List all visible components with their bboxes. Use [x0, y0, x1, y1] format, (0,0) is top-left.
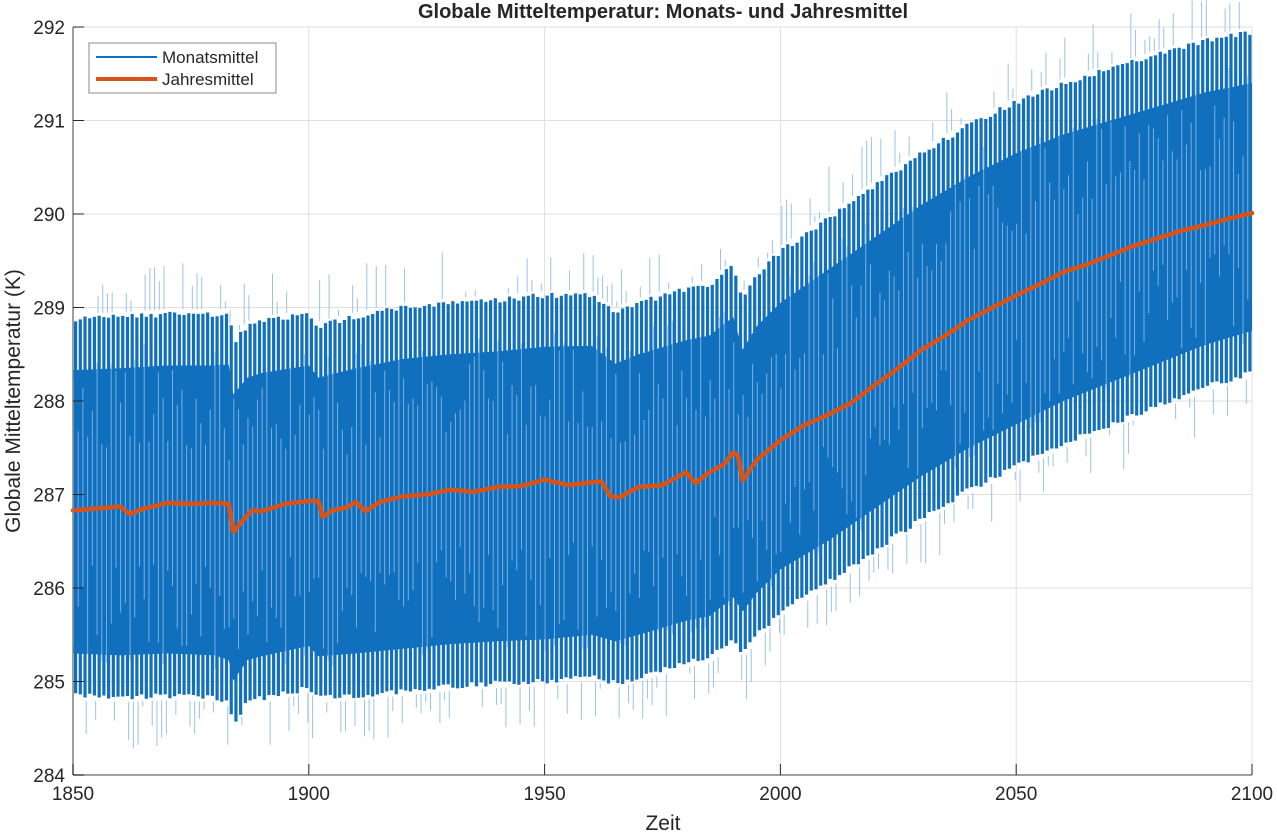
y-tick-label: 285 — [33, 673, 65, 694]
x-tick-label: 2050 — [995, 784, 1037, 805]
x-tick-label: 2100 — [1231, 784, 1273, 805]
y-tick-label: 287 — [33, 486, 65, 507]
y-tick-label: 284 — [33, 766, 65, 787]
x-tick-label: 1950 — [523, 784, 565, 805]
series-jahresmittel-line — [70, 210, 1255, 535]
y-axis-label: Globale Mitteltemperatur (K) — [2, 269, 25, 533]
y-tick-label: 286 — [33, 579, 65, 600]
x-tick-label: 2000 — [759, 784, 801, 805]
x-axis-label: Zeit — [645, 812, 680, 835]
y-tick-label: 289 — [33, 299, 65, 320]
y-ticks: 284 285 286 287 288 289 290 291 292 — [33, 18, 84, 787]
y-tick-label: 290 — [33, 205, 65, 226]
legend-label-jahresmittel: Jahresmittel — [162, 70, 254, 89]
legend[interactable]: Monatsmittel Jahresmittel — [88, 42, 277, 94]
x-ticks: 1850 1900 1950 2000 2050 2100 — [52, 764, 1273, 805]
series-monatsmittel — [72, 0, 1252, 749]
legend-label-monatsmittel: Monatsmittel — [162, 48, 258, 67]
x-tick-label: 1900 — [288, 784, 330, 805]
x-tick-label: 1850 — [52, 784, 94, 805]
legend-box — [88, 42, 277, 94]
chart-title: Globale Mitteltemperatur: Monats- und Ja… — [418, 1, 908, 23]
y-tick-label: 292 — [33, 18, 65, 39]
y-tick-label: 288 — [33, 392, 65, 413]
y-tick-label: 291 — [33, 112, 65, 133]
